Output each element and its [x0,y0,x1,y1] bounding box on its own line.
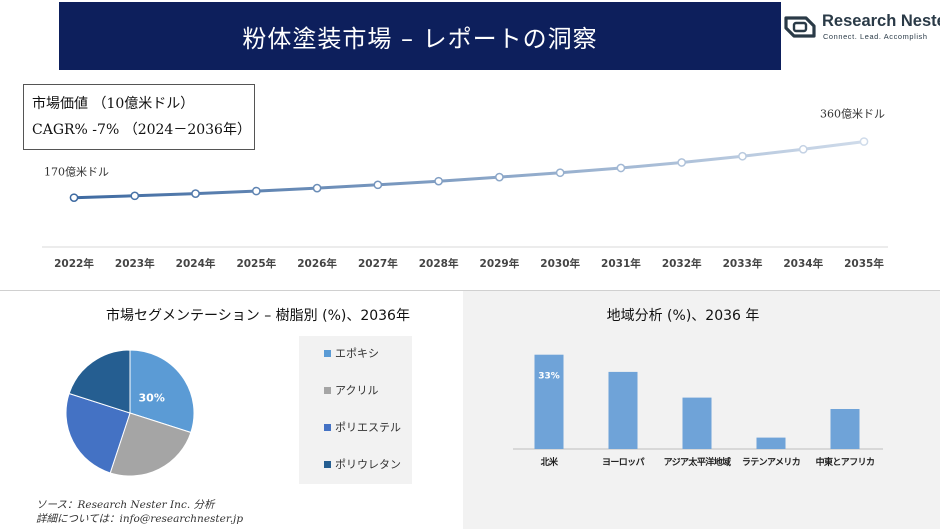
line-point [616,163,626,173]
line-point [738,151,747,161]
legend-swatch [324,460,331,468]
x-tick-label: 2032年 [662,257,702,270]
line-point [859,137,869,146]
x-tick-label: 2033年 [723,257,763,270]
pie-slice [109,412,192,477]
region-bar [608,371,638,449]
x-tick-label: 2030年 [540,257,580,270]
x-tick-label: 2029年 [480,257,520,270]
pie-slice [68,349,131,414]
region-bar [830,409,860,449]
legend-swatch [324,386,331,394]
source-line: ソース：Research Nester Inc. 分析 [36,499,215,511]
pie-data-label: 30% [139,391,165,404]
x-tick-label: 2025年 [236,257,276,270]
legend-item: エポキシ [324,345,379,361]
pie-slice [65,392,131,474]
region-label: ラテンアメリカ [742,457,800,468]
legend-item: ポリウレタン [324,456,401,472]
line-point [434,176,443,186]
regional-bar-chart: 33% 北米 ヨーロッパ アジア太平洋地域 ラテンアメリカ 中東とアフリカ [513,354,883,468]
section-divider [0,290,940,291]
line-point [69,193,79,203]
line-point [191,189,200,198]
x-tick-label: 2026年 [297,257,337,270]
market-value-box: 市場価値 （10億米ドル） CAGR% -7% （2024－2036年） [23,84,255,150]
market-value-series-line [73,140,865,200]
line-point [251,186,261,196]
title-banner: 粉体塗装市場 – レポートの洞察 [59,2,781,70]
start-value-annotation: 170億米ドル [44,166,109,179]
logo-tagline: Connect. Lead. Accomplish [823,32,928,41]
line-point [373,180,383,190]
legend-label: ポリエステル [335,421,401,434]
legend-swatch [324,349,331,357]
x-tick-label: 2023年 [115,257,155,270]
legend-item: ポリエステル [324,419,401,435]
line-point [495,172,504,182]
legend-label: エポキシ [335,347,379,360]
x-tick-label: 2031年 [601,257,641,270]
line-point [555,168,565,178]
legend-label: アクリル [335,384,379,397]
line-point [130,191,140,201]
line-point [798,144,808,154]
region-bar [756,437,786,449]
end-value-annotation: 360億米ドル [820,108,885,121]
bar-chart-title: 地域分析 (%)、2036 年 [606,308,760,324]
x-tick-label: 2034年 [783,257,823,270]
contact-line: 詳細については：info@researchnester.jp [36,513,244,525]
region-bar [682,397,712,449]
pie-chart-title: 市場セグメンテーション – 樹脂別 (%)、2036年 [106,308,410,324]
legend-swatch [324,423,331,431]
region-label: アジア太平洋地域 [664,456,731,468]
research-nester-logo: Research Nester Connect. Lead. Accomplis… [782,12,940,44]
pie-slice [129,349,195,434]
source-note: ソース：Research Nester Inc. 分析 詳細については：info… [36,498,243,526]
region-label: ヨーロッパ [602,456,645,468]
x-tick-label: 2024年 [176,257,216,270]
region-bar [534,354,564,449]
resin-pie-chart: 30% [65,349,195,477]
region-label: 中東とアフリカ [816,456,875,468]
logo-name: Research Nester [822,12,940,30]
x-tick-label: 2022年 [54,257,94,270]
x-tick-label: 2028年 [419,257,459,270]
bar-data-label: 33% [538,372,560,382]
page-title: 粉体塗装市場 – レポートの洞察 [242,24,598,53]
regional-analysis-panel: 地域分析 (%)、2036 年 33% 北米 ヨーロッパ アジア太平洋地域 ラテンアメリ… [463,291,940,529]
market-value-label: 市場価値 （10億米ドル） [32,96,195,112]
resin-segment-panel: 市場セグメンテーション – 樹脂別 (%)、2036年 30% エポキシアクリル… [0,291,463,529]
x-tick-label: 2027年 [358,257,398,270]
line-point [312,183,322,193]
cagr-label: CAGR% -7% （2024－2036年） [32,122,251,138]
logo-mark-icon [784,16,816,38]
legend-label: ポリウレタン [335,458,401,471]
x-tick-label: 2035年 [844,257,884,270]
legend-item: アクリル [324,382,378,398]
pie-legend: エポキシアクリルポリエステル ポリウレタン [299,336,412,484]
line-point [677,158,687,167]
market-value-line-chart: 2022年 2023年 2024年 2025年 2026年 2027年 2028年 2029年… [42,108,888,270]
region-label: 北米 [541,456,559,468]
